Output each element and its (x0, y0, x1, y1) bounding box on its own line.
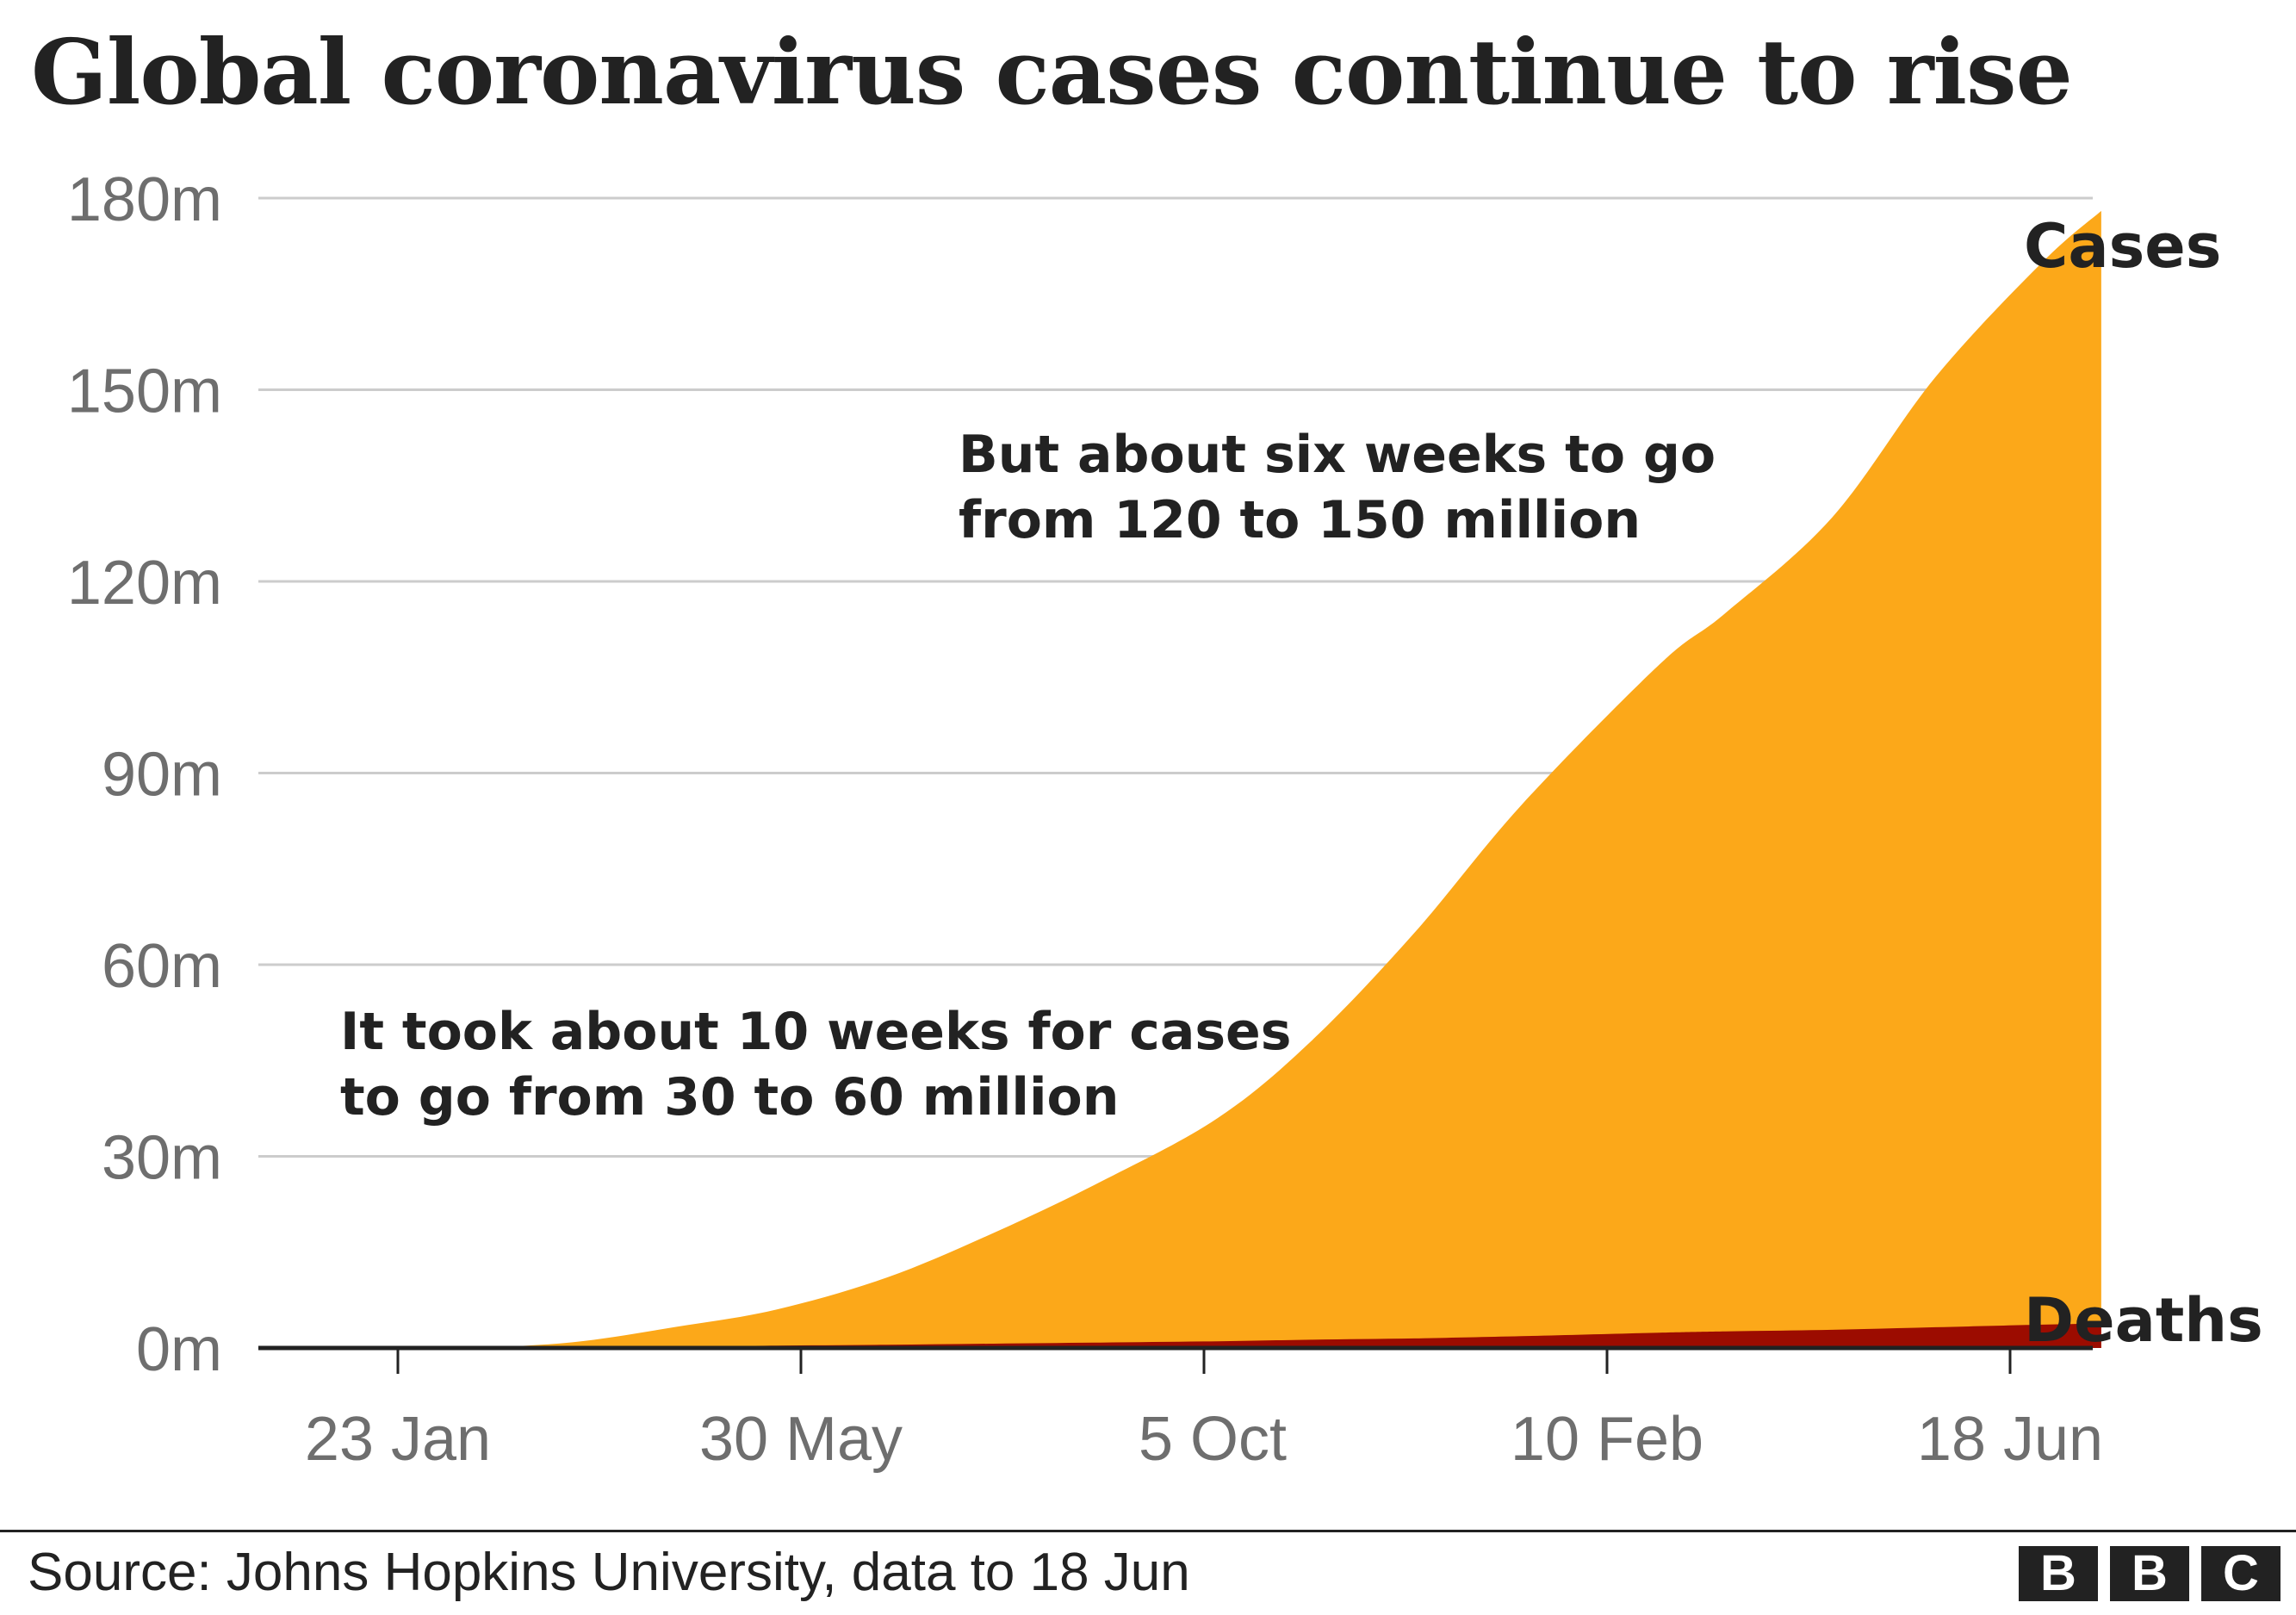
series-labels: Cases Deaths (2024, 211, 2263, 1356)
annotation-line: from 120 to 150 million (959, 490, 1641, 550)
series-label-deaths: Deaths (2024, 1285, 2263, 1356)
y-tick-label: 120m (67, 549, 222, 618)
series-areas (258, 210, 2101, 1348)
bbc-logo-block-1: B (2019, 1546, 2098, 1601)
y-tick-label: 30m (102, 1124, 222, 1193)
x-tick-label: 23 Jan (305, 1405, 491, 1474)
x-tick-label: 18 Jun (1917, 1405, 2103, 1474)
y-tick-label: 60m (102, 932, 222, 1001)
bbc-logo-block-2: B (2110, 1546, 2189, 1601)
x-tick-label: 30 May (699, 1405, 903, 1474)
chart-title: Global coronavirus cases continue to ris… (31, 19, 2073, 125)
annotation-line: But about six weeks to go (959, 425, 1716, 485)
source-note: Source: Johns Hopkins University, data t… (28, 1543, 1190, 1602)
footer-divider (0, 1530, 2296, 1532)
annotation-line: to go from 30 to 60 million (340, 1067, 1119, 1127)
series-label-cases: Cases (2024, 211, 2221, 282)
x-tick-label: 5 Oct (1139, 1405, 1287, 1474)
grid-lines (258, 196, 2093, 1158)
y-tick-label: 90m (102, 741, 222, 810)
y-tick-label: 0m (136, 1315, 222, 1384)
x-tick-label: 10 Feb (1511, 1405, 1703, 1474)
y-tick-label: 150m (67, 357, 222, 426)
annotation-line: It took about 10 weeks for cases (340, 1002, 1291, 1062)
y-axis-ticks: 0m 30m 60m 90m 120m 150m 180m (67, 165, 222, 1384)
bbc-logo: B B C (2019, 1546, 2280, 1601)
series-area-cases (258, 210, 2101, 1348)
y-tick-label: 180m (67, 165, 222, 234)
x-axis: 23 Jan 30 May 5 Oct 10 Feb 18 Jun (258, 1345, 2103, 1474)
series-area-deaths (258, 1323, 2101, 1348)
bbc-logo-block-3: C (2201, 1546, 2280, 1601)
